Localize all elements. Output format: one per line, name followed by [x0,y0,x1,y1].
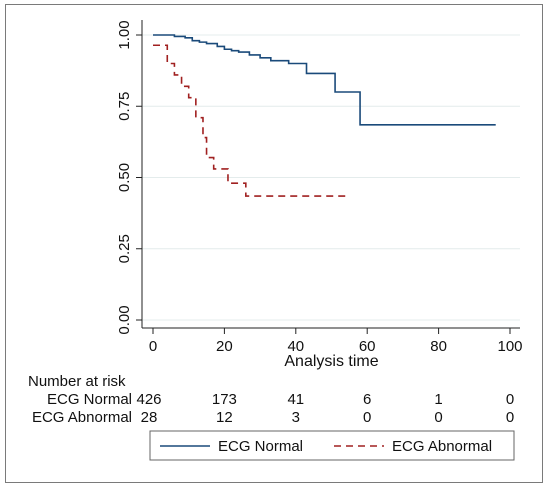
risk-count: 0 [363,409,371,426]
risk-count: 0 [506,409,514,426]
series-line-ecg-normal [153,34,496,126]
x-axis-ticks: 0 20 40 60 80 100 [149,328,523,355]
y-tick-label: 0.25 [116,234,133,263]
y-tick-label: 0.00 [116,305,133,334]
x-tick-label: 40 [287,338,304,355]
y-tick-label: 1.00 [116,20,133,49]
legend-item-ecg-normal: ECG Normal [160,438,303,455]
x-tick-label: 0 [149,338,157,355]
risk-table-row: ECG Abnormal 28 12 3 0 0 0 [32,409,514,426]
y-tick-label: 0.75 [116,92,133,121]
legend-label: ECG Normal [218,438,303,455]
risk-row-label: ECG Abnormal [32,409,132,426]
risk-table-row: ECG Normal 426 173 41 6 1 0 [47,391,514,408]
legend-item-ecg-abnormal: ECG Abnormal [334,438,492,455]
risk-count: 12 [216,409,233,426]
risk-count: 426 [136,391,161,408]
series-line-ecg-abnormal [153,44,346,197]
grid-lines [142,34,520,321]
risk-count: 41 [287,391,304,408]
risk-row-label: ECG Normal [47,391,132,408]
risk-count: 3 [292,409,300,426]
x-tick-label: 60 [359,338,376,355]
risk-count: 0 [506,391,514,408]
legend-label: ECG Abnormal [392,438,492,455]
legend-box [149,430,515,461]
survival-curves [153,34,496,197]
x-axis-title: Analysis time [284,353,378,370]
legend: ECG Normal ECG Abnormal [149,430,515,461]
risk-count: 0 [434,409,442,426]
risk-count: 6 [363,391,371,408]
risk-count: 28 [141,409,158,426]
risk-count: 173 [212,391,237,408]
y-axis-ticks: 0.00 0.25 0.50 0.75 1.00 [116,20,142,335]
risk-count: 1 [434,391,442,408]
x-tick-label: 80 [430,338,447,355]
x-tick-label: 20 [216,338,233,355]
risk-table-title: Number at risk [28,373,126,390]
y-tick-label: 0.50 [116,163,133,192]
chart-frame [5,4,543,483]
x-tick-label: 100 [497,338,522,355]
legend-items: ECG Normal ECG Abnormal [160,438,492,455]
